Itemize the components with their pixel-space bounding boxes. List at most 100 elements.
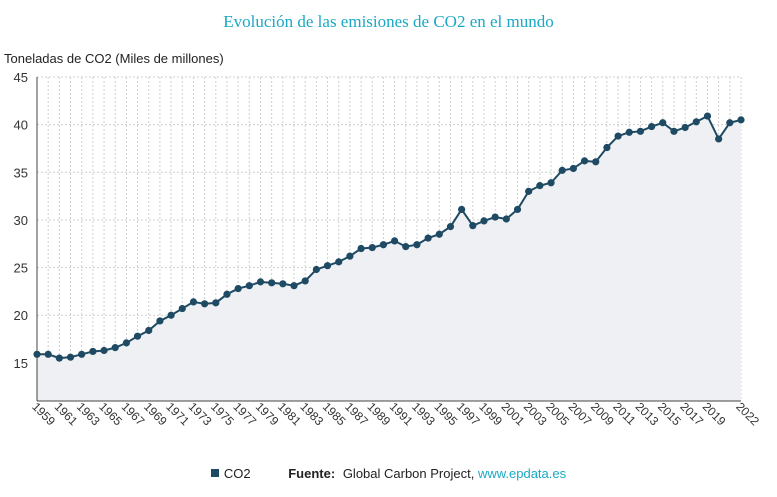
data-point [189,298,198,306]
legend-series-name: CO2 [223,466,251,481]
data-point [625,128,633,136]
data-point [301,277,309,285]
data-point [469,222,477,230]
data-point [368,243,376,252]
data-point [726,119,734,127]
x-tick-label: 2015 [655,400,684,429]
data-point [424,234,432,242]
data-point [100,346,108,355]
series-area [37,116,741,401]
data-point [569,164,577,173]
x-tick-label: 1961 [52,400,81,429]
x-tick-label: 1991 [387,400,416,429]
x-tick-label: 1963 [74,400,103,429]
data-point [212,299,220,307]
x-tick-label: 1997 [454,400,483,429]
x-tick-label: 1965 [96,400,125,429]
x-tick-label: 1987 [342,400,371,429]
data-point [446,223,455,231]
x-tick-label: 1995 [432,400,461,429]
y-tick-label: 25 [14,261,28,276]
data-point [648,122,656,131]
series-line-co2 [37,114,742,360]
data-point [290,282,298,290]
x-tick-label: 1959 [29,400,58,429]
legend-swatch-icon [210,469,219,477]
data-point [66,353,75,361]
y-tick-label: 35 [14,165,28,180]
data-point [715,135,723,143]
data-point [603,143,611,152]
y-axis-label: Toneladas de CO2 (Miles de millones) [4,51,224,66]
data-point [33,350,41,358]
line-chart: 1520253035404519591961196319651967196919… [14,70,763,429]
data-point [256,278,265,286]
data-point [245,282,253,290]
legend-item-co2[interactable]: CO2 [210,466,254,481]
source-link[interactable]: www.epdata.es [477,466,567,481]
x-tick-label: 1973 [186,400,215,429]
data-point [178,304,186,313]
x-tick-label: 1969 [141,400,170,429]
data-point [413,241,421,249]
x-tick-label: 2011 [610,400,638,428]
data-point [379,241,388,249]
data-point [737,116,745,124]
chart-title: Evolución de las emisiones de CO2 en el … [223,12,554,31]
x-tick-label: 2019 [700,400,729,429]
x-tick-label: 1999 [476,400,505,429]
data-point [458,205,466,214]
y-tick-label: 45 [14,70,28,85]
x-tick-label: 1993 [409,400,438,429]
data-point [703,112,712,120]
x-tick-label: 1979 [253,400,282,429]
data-point [480,217,488,225]
data-point [491,213,499,221]
data-point [670,127,678,135]
data-point [346,252,354,260]
data-point [558,166,566,174]
data-point [659,119,667,127]
x-tick-label: 2009 [588,400,617,429]
data-point [156,317,164,325]
data-point [636,127,645,135]
data-point [390,237,399,245]
data-point [89,347,97,356]
data-point [133,332,142,340]
data-point [44,350,52,358]
x-tick-label: 1983 [297,400,326,429]
data-point [580,157,589,165]
x-tick-label: 1971 [163,400,192,429]
x-tick-label: 1989 [364,400,393,429]
data-point [145,326,153,335]
x-tick-label: 2007 [566,400,595,429]
y-tick-label: 30 [14,213,28,228]
data-point [614,132,622,140]
data-point [55,354,63,362]
data-point [502,215,510,223]
x-tick-label: 1975 [208,400,237,429]
legend: CO2 Fuente: Global Carbon Project, www.e… [0,466,777,481]
x-tick-label: 1977 [230,400,259,429]
y-tick-label: 40 [14,118,28,133]
x-tick-label: 1967 [119,400,148,429]
data-point [692,118,700,126]
data-point [536,182,544,190]
x-tick-label: 2013 [633,400,662,429]
x-tick-label: 1981 [275,400,304,429]
data-point [78,350,86,358]
data-point [513,205,522,214]
data-point [335,258,343,266]
data-point [402,243,410,251]
data-point [312,265,320,274]
data-point [681,123,689,132]
data-point [234,284,242,293]
source-text: Global Carbon Project, [342,466,475,481]
data-point [525,187,533,195]
y-tick-label: 15 [14,356,28,371]
x-tick-label: 2003 [521,400,550,429]
data-point [547,179,555,187]
x-tick-label: 2001 [499,400,528,429]
data-point [435,230,443,238]
data-point [201,300,209,308]
